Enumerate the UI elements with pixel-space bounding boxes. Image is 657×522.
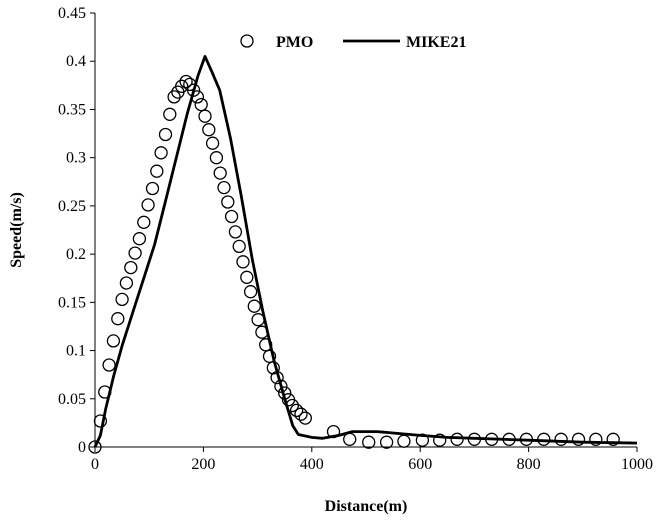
data-point-pmo bbox=[150, 164, 164, 178]
data-point-pmo bbox=[415, 433, 430, 447]
data-point-pmo bbox=[209, 151, 224, 165]
data-point-pmo bbox=[278, 386, 292, 400]
data-point-pmo bbox=[145, 181, 160, 196]
x-axis-title: Distance(m) bbox=[325, 498, 408, 515]
data-point-pmo bbox=[221, 195, 235, 209]
data-point-pmo bbox=[274, 379, 288, 393]
y-tick-label: 0.25 bbox=[58, 198, 86, 215]
data-point-pmo bbox=[115, 292, 129, 307]
data-point-pmo bbox=[190, 90, 205, 104]
x-tick-label: 800 bbox=[517, 456, 541, 473]
data-point-pmo bbox=[232, 239, 246, 254]
y-tick-label: 0.3 bbox=[66, 150, 86, 167]
legend-pmo-marker bbox=[240, 34, 254, 48]
data-point-pmo bbox=[236, 255, 250, 269]
y-axis-title: Speed(m/s) bbox=[8, 192, 25, 268]
legend-mike21-label: MIKE21 bbox=[406, 34, 466, 51]
data-point-pmo bbox=[270, 370, 284, 385]
data-point-pmo bbox=[326, 424, 341, 439]
data-point-pmo bbox=[88, 440, 102, 454]
data-point-pmo bbox=[606, 432, 620, 446]
data-point-pmo bbox=[213, 166, 227, 180]
data-point-pmo bbox=[186, 83, 201, 97]
data-point-pmo bbox=[98, 385, 112, 399]
data-point-pmo bbox=[467, 432, 482, 446]
legend: PMO MIKE21 bbox=[240, 34, 466, 51]
data-point-pmo bbox=[251, 313, 265, 327]
data-point-pmo bbox=[343, 432, 357, 446]
data-point-pmo bbox=[167, 90, 181, 104]
axes bbox=[94, 13, 637, 448]
y-ticks: 0 0.05 0.1 0.15 0.2 0.25 0.3 0.35 0.4 0.45 bbox=[58, 5, 95, 456]
y-tick-label: 0.2 bbox=[66, 246, 86, 263]
data-point-pmo bbox=[111, 312, 125, 326]
data-point-pmo bbox=[224, 209, 239, 224]
data-point-pmo bbox=[554, 432, 568, 446]
data-point-pmo bbox=[289, 403, 304, 418]
data-point-pmo bbox=[243, 285, 258, 299]
x-tick-label: 600 bbox=[408, 456, 432, 473]
data-point-pmo bbox=[266, 361, 280, 375]
data-point-pmo bbox=[247, 299, 261, 313]
y-tick-label: 0.45 bbox=[58, 5, 86, 22]
data-point-pmo bbox=[285, 398, 299, 413]
data-point-pmo bbox=[298, 411, 312, 425]
series-points bbox=[88, 74, 620, 454]
legend-pmo-label: PMO bbox=[276, 34, 313, 51]
data-point-pmo bbox=[154, 146, 168, 160]
data-point-pmo bbox=[194, 97, 208, 112]
data-point-pmo bbox=[294, 407, 308, 421]
y-tick-label: 0.4 bbox=[66, 53, 86, 70]
y-tick-label: 0.15 bbox=[58, 294, 86, 311]
x-tick-label: 0 bbox=[91, 456, 99, 473]
data-point-pmo bbox=[362, 435, 376, 449]
data-point-pmo bbox=[228, 225, 243, 239]
x-tick-label: 1000 bbox=[621, 456, 653, 473]
data-point-pmo bbox=[137, 215, 151, 229]
data-point-pmo bbox=[262, 349, 277, 363]
data-point-pmo bbox=[128, 246, 142, 260]
data-point-pmo bbox=[175, 79, 189, 93]
data-point-pmo bbox=[102, 358, 116, 372]
data-point-pmo bbox=[119, 276, 134, 290]
data-point-pmo bbox=[433, 433, 447, 447]
data-point-pmo bbox=[198, 109, 212, 123]
data-point-pmo bbox=[106, 334, 121, 348]
x-tick-label: 200 bbox=[191, 456, 215, 473]
data-point-pmo bbox=[217, 180, 231, 195]
data-point-pmo bbox=[571, 432, 586, 446]
data-point-pmo bbox=[132, 232, 147, 246]
data-point-pmo bbox=[158, 127, 173, 142]
series-line-mike21 bbox=[93, 55, 638, 448]
y-tick-label: 0.1 bbox=[66, 343, 86, 360]
x-ticks: 0 200 400 600 800 1000 bbox=[91, 447, 653, 473]
y-tick-label: 0.05 bbox=[58, 391, 86, 408]
data-point-pmo bbox=[379, 435, 394, 449]
data-point-pmo bbox=[124, 260, 138, 275]
data-point-pmo bbox=[397, 434, 411, 448]
data-point-pmo bbox=[141, 198, 155, 212]
data-point-pmo bbox=[259, 338, 273, 352]
data-point-pmo bbox=[589, 432, 603, 446]
data-point-pmo bbox=[179, 74, 193, 89]
data-point-pmo bbox=[450, 432, 464, 446]
data-point-pmo bbox=[205, 136, 220, 150]
x-tick-label: 400 bbox=[300, 456, 324, 473]
y-tick-label: 0.35 bbox=[58, 101, 86, 118]
series-lines bbox=[93, 55, 638, 448]
data-point-pmo bbox=[537, 432, 551, 446]
data-point-pmo bbox=[163, 107, 177, 121]
data-point-pmo bbox=[485, 432, 499, 446]
data-point-pmo bbox=[255, 325, 269, 339]
data-point-pmo bbox=[93, 414, 108, 428]
data-point-pmo bbox=[202, 123, 216, 137]
data-point-pmo bbox=[519, 432, 534, 446]
data-point-pmo bbox=[240, 270, 254, 284]
y-tick-label: 0 bbox=[78, 439, 86, 456]
data-point-pmo bbox=[502, 432, 516, 446]
